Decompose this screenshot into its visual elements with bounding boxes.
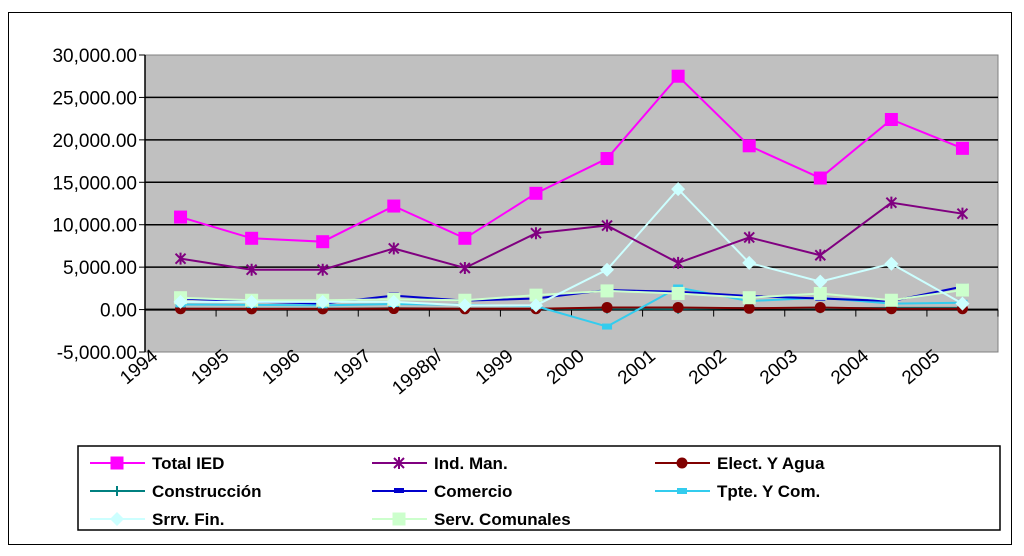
data-point — [884, 112, 898, 126]
data-point — [742, 291, 756, 305]
legend-item: Serv. Comunales — [372, 510, 571, 529]
data-point — [458, 231, 472, 245]
legend-label: Construcción — [152, 482, 262, 501]
y-tick-label: -5,000.00 — [57, 343, 137, 364]
data-point — [528, 298, 543, 313]
legend-label: Srrv. Fin. — [152, 510, 224, 529]
y-tick-label: 10,000.00 — [52, 216, 137, 237]
data-point — [530, 227, 542, 240]
y-tick-label: 30,000.00 — [52, 46, 137, 67]
data-point — [955, 283, 969, 297]
data-point — [386, 294, 401, 309]
legend-item: Construcción — [90, 482, 262, 501]
series-ind-man- — [174, 196, 969, 276]
data-point — [245, 231, 259, 245]
y-tick-label: 5,000.00 — [63, 258, 137, 279]
legend-marker — [110, 456, 124, 470]
data-point — [671, 182, 686, 197]
data-point — [601, 219, 613, 232]
legend-item: Total IED — [90, 454, 224, 473]
legend-label: Elect. Y Agua — [717, 454, 825, 473]
legend-marker — [676, 457, 688, 469]
data-point — [387, 199, 401, 213]
legend-marker — [392, 512, 406, 526]
y-tick-label: 15,000.00 — [52, 173, 137, 194]
data-point — [174, 210, 188, 224]
data-point — [244, 294, 259, 309]
data-point — [671, 69, 685, 83]
series-line — [180, 289, 963, 302]
legend-item: Comercio — [372, 482, 512, 501]
x-tick-label: 1998p/ — [389, 345, 448, 399]
data-point — [885, 196, 898, 209]
data-point — [601, 301, 613, 313]
data-point — [743, 302, 755, 314]
legend-item: Elect. Y Agua — [655, 454, 825, 473]
legend-marker — [393, 457, 405, 469]
data-point — [600, 152, 614, 166]
data-point — [672, 256, 684, 269]
data-point — [529, 186, 543, 200]
series-line — [180, 187, 963, 307]
legend-label: Tpte. Y Com. — [717, 482, 820, 501]
series-total-ied — [174, 69, 969, 249]
data-point — [174, 252, 187, 265]
data-point — [602, 323, 613, 330]
data-point — [388, 242, 400, 255]
data-point — [315, 294, 330, 309]
data-point — [457, 298, 472, 313]
data-point — [316, 235, 330, 249]
data-point — [600, 262, 615, 277]
legend-label: Ind. Man. — [434, 454, 508, 473]
legend-item: Ind. Man. — [372, 454, 508, 473]
legend-item: Tpte. Y Com. — [655, 482, 820, 501]
chart-frame — [8, 12, 1012, 545]
data-point — [173, 294, 188, 309]
legend-box — [77, 445, 1001, 531]
data-point — [884, 293, 898, 307]
data-point — [317, 263, 329, 276]
data-point — [884, 256, 899, 271]
series-line — [180, 285, 963, 305]
data-point — [459, 261, 471, 274]
legend-item: Srrv. Fin. — [90, 510, 224, 529]
data-point — [600, 284, 614, 298]
legend-marker — [677, 488, 687, 494]
data-point — [245, 263, 258, 276]
legend-label: Total IED — [152, 454, 224, 473]
data-point — [742, 255, 757, 270]
legend-marker — [394, 488, 404, 493]
y-tick-label: 25,000.00 — [52, 88, 137, 109]
series-line — [180, 201, 963, 271]
series-line — [180, 74, 963, 243]
data-point — [956, 207, 969, 220]
data-point — [743, 231, 755, 244]
legend-marker — [112, 486, 122, 496]
y-tick-label: 20,000.00 — [52, 131, 137, 152]
data-point — [813, 286, 827, 300]
data-point — [672, 301, 684, 313]
legend-label: Comercio — [434, 482, 512, 501]
data-point — [955, 141, 969, 155]
data-point — [742, 139, 756, 153]
series-line — [180, 306, 963, 310]
legend-label: Serv. Comunales — [434, 510, 571, 529]
data-point — [955, 296, 970, 311]
y-tick-label: 0.00 — [100, 301, 137, 322]
data-point — [671, 286, 685, 300]
data-point — [814, 249, 826, 262]
legend-marker — [110, 512, 124, 526]
data-point — [813, 171, 827, 185]
data-point — [814, 301, 826, 313]
data-point — [813, 274, 828, 289]
series-srrv-fin- — [173, 182, 970, 313]
